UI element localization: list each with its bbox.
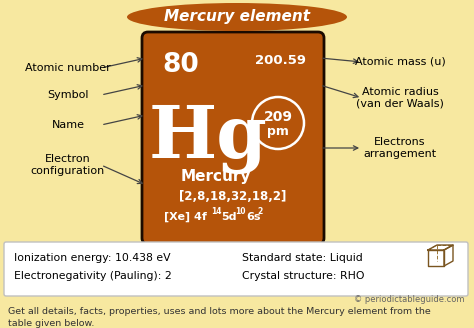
Text: Atomic mass (u): Atomic mass (u): [355, 57, 446, 67]
Text: Electrons
arrangement: Electrons arrangement: [364, 137, 437, 159]
Text: Standard state: Liquid: Standard state: Liquid: [242, 253, 363, 263]
Text: 10: 10: [235, 208, 246, 216]
Text: Mercury element: Mercury element: [164, 10, 310, 25]
Text: 2: 2: [257, 208, 262, 216]
Text: [Xe] 4f: [Xe] 4f: [164, 212, 207, 222]
Text: Crystal structure: RHO: Crystal structure: RHO: [242, 271, 365, 281]
Text: Mercury: Mercury: [181, 169, 251, 183]
Text: Name: Name: [52, 120, 84, 130]
FancyBboxPatch shape: [4, 242, 468, 296]
Text: © periodictableguide.com: © periodictableguide.com: [355, 296, 465, 304]
Text: Hg: Hg: [148, 102, 267, 174]
Text: Atomic radius
(van der Waals): Atomic radius (van der Waals): [356, 87, 444, 109]
Text: 200.59: 200.59: [255, 54, 306, 67]
Text: 80: 80: [162, 52, 199, 78]
Text: Atomic number: Atomic number: [25, 63, 111, 73]
FancyBboxPatch shape: [142, 32, 324, 244]
Text: pm: pm: [267, 125, 289, 137]
Text: Electron
configuration: Electron configuration: [31, 154, 105, 176]
Text: 14: 14: [211, 208, 221, 216]
Text: Symbol: Symbol: [47, 90, 89, 100]
Text: Ionization energy: 10.438 eV: Ionization energy: 10.438 eV: [14, 253, 171, 263]
Text: 6s: 6s: [246, 212, 261, 222]
Text: table given below.: table given below.: [8, 318, 94, 327]
Text: 5d: 5d: [221, 212, 237, 222]
Ellipse shape: [127, 3, 347, 31]
Text: Get all details, facts, properties, uses and lots more about the Mercury element: Get all details, facts, properties, uses…: [8, 308, 431, 317]
Text: Electronegativity (Pauling): 2: Electronegativity (Pauling): 2: [14, 271, 172, 281]
Text: [2,8,18,32,18,2]: [2,8,18,32,18,2]: [179, 190, 287, 202]
Text: 209: 209: [264, 110, 292, 124]
